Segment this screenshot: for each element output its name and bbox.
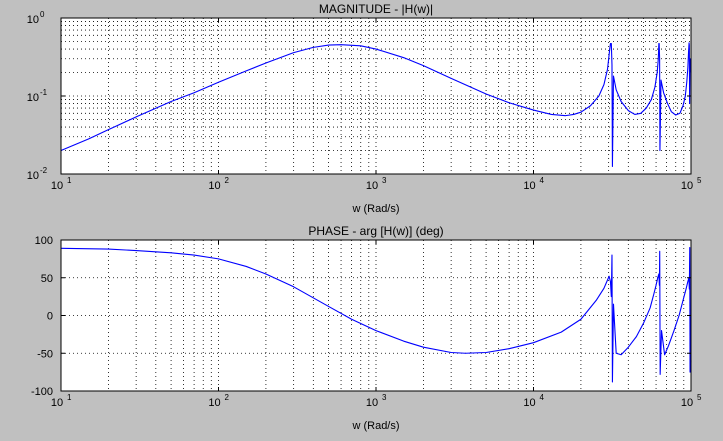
x-axis-label: w (Rad/s) (351, 203, 399, 215)
y-tick-label: 10 (27, 14, 39, 26)
y-tick-label: 10 (27, 92, 39, 104)
x-tick-label: 10 (366, 397, 378, 409)
x-tick-exponent: 3 (382, 393, 387, 402)
x-tick-exponent: 2 (225, 393, 230, 402)
chart-magnitude: 10 1 10 2 10 3 10 4 10 510 -210 -110 0 MAGNITUDE - |H… (27, 2, 702, 215)
x-tick-label: 10 (366, 180, 378, 192)
x-tick-label: 10 (681, 397, 693, 409)
x-tick-exponent: 5 (697, 176, 702, 185)
x-tick-label: 10 (208, 397, 220, 409)
x-tick-exponent: 5 (697, 393, 702, 402)
x-tick-label: 10 (51, 397, 63, 409)
y-tick-label: 100 (35, 235, 53, 247)
y-tick-exponent: -2 (40, 166, 48, 175)
x-tick-label: 10 (523, 397, 535, 409)
x-tick-label: 10 (51, 180, 63, 192)
x-tick-exponent: 1 (67, 393, 72, 402)
y-tick-exponent: 0 (40, 10, 45, 19)
x-tick-label: 10 (208, 180, 220, 192)
y-tick-label: -50 (37, 348, 53, 360)
y-tick-label: 0 (47, 311, 53, 323)
x-tick-label: 10 (681, 180, 693, 192)
x-tick-exponent: 1 (67, 176, 72, 185)
x-tick-exponent: 4 (540, 176, 545, 185)
y-tick-label: -100 (31, 386, 53, 398)
y-tick-exponent: -1 (40, 88, 48, 97)
x-tick-exponent: 4 (540, 393, 545, 402)
chart-phase: 10 1 10 2 10 3 10 4 10 5 100 50 0 -50 -100 PHASE - arg … (31, 224, 702, 432)
x-tick-exponent: 2 (225, 176, 230, 185)
y-tick-label: 10 (27, 170, 39, 182)
series-line (60, 247, 692, 383)
chart-title: MAGNITUDE - |H(w)| (319, 2, 433, 16)
x-tick-label: 10 (523, 180, 535, 192)
series-line (60, 42, 692, 167)
y-tick-label: 50 (41, 273, 53, 285)
chart-title: PHASE - arg [H(w)] (deg) (308, 224, 443, 238)
x-axis-label: w (Rad/s) (351, 420, 399, 432)
x-tick-exponent: 3 (382, 176, 387, 185)
